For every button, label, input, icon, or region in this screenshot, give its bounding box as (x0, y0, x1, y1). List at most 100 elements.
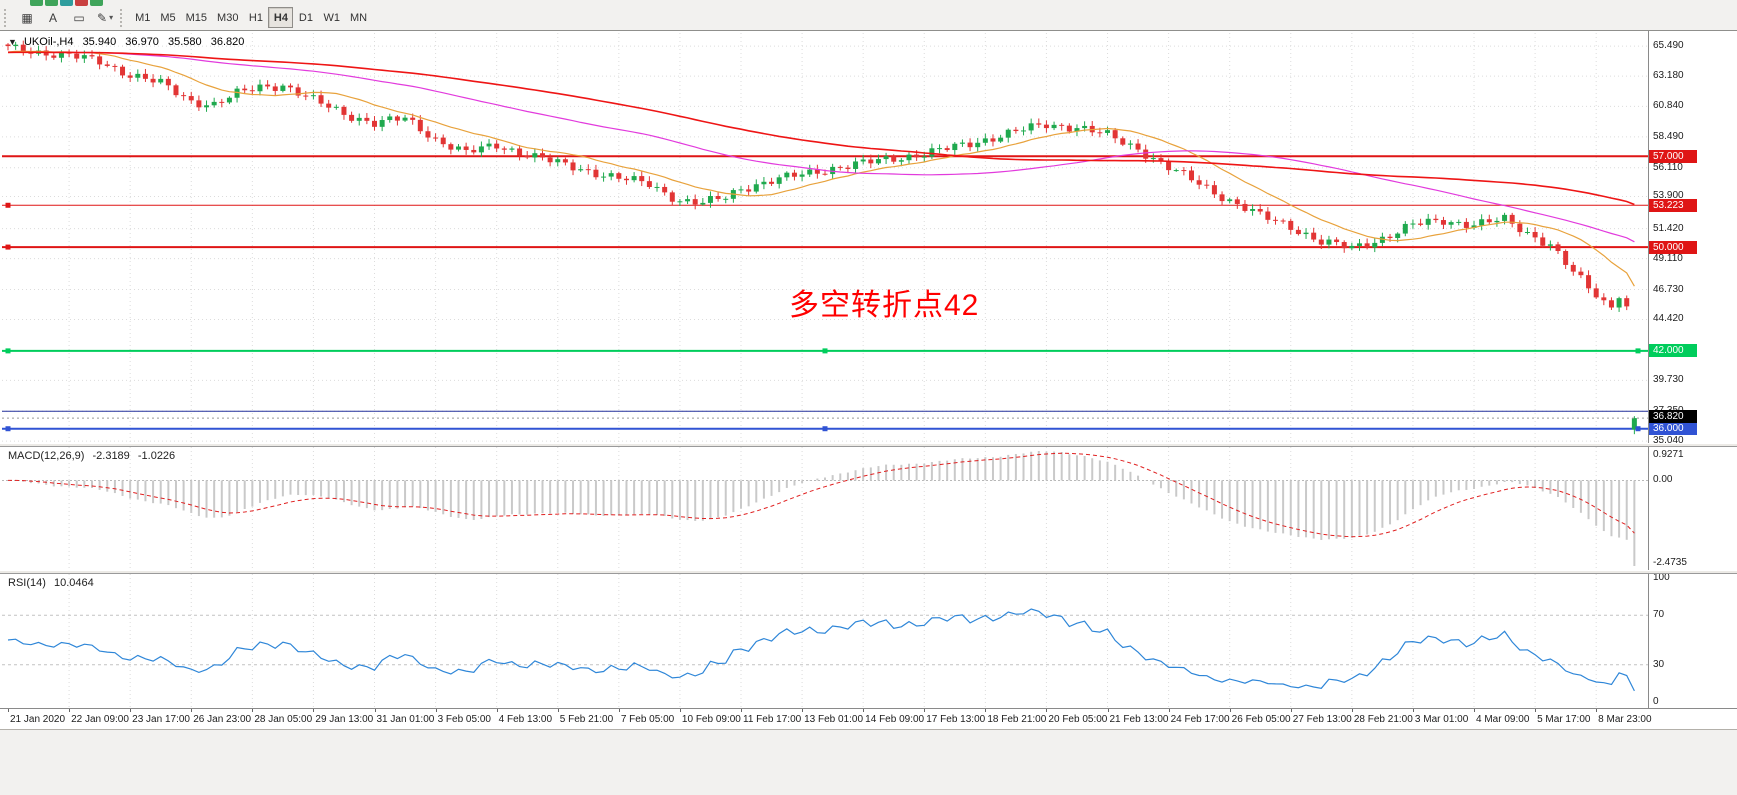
timeframe-m15[interactable]: M15 (181, 7, 212, 28)
time-axis-label: 11 Feb 17:00 (743, 714, 802, 725)
rsi-scale-label: 70 (1653, 609, 1665, 621)
timeframe-d1[interactable]: D1 (293, 7, 318, 28)
line-handle[interactable] (5, 348, 11, 354)
timeframe-m5[interactable]: M5 (155, 7, 180, 28)
time-axis-label: 17 Feb 13:00 (926, 714, 986, 725)
timeframe-m30[interactable]: M30 (212, 7, 243, 28)
toolbar-icon-fragment[interactable] (45, 0, 58, 6)
toolbar-row: ▦ A ▭ ✎ ▾ M1 M5 M15 M30 H1 H4 D1 W1 MN (2, 7, 372, 28)
time-axis-label: 10 Feb 09:00 (681, 714, 741, 725)
pane-separator[interactable] (0, 443, 1737, 447)
time-axis-tick (1474, 709, 1476, 712)
chevron-down-icon: ▾ (109, 13, 114, 22)
price-chart-pane[interactable] (2, 33, 1648, 443)
time-axis-tick (1351, 709, 1353, 712)
chart-header: ▼ UKOil-,H4 35.940 36.970 35.580 36.820 (8, 36, 244, 48)
time-axis-tick (1046, 709, 1048, 712)
rsi-scale-label: 100 (1653, 572, 1670, 583)
price-scale-label: 35.040 (1653, 435, 1684, 447)
current-price-badge: 36.820 (1649, 409, 1697, 423)
line-handle[interactable] (5, 426, 11, 432)
line-handle[interactable] (5, 244, 11, 250)
toolbar-drag-handle[interactable] (120, 8, 126, 27)
timeframe-buttons: M1 M5 M15 M30 H1 H4 D1 W1 MN (130, 7, 372, 28)
time-axis-tick (1229, 709, 1231, 712)
price-badge-53_223: 53.223 (1649, 198, 1697, 212)
time-axis-tick (496, 709, 498, 712)
time-axis-label: 5 Feb 21:00 (559, 714, 614, 725)
ohlc-close: 36.820 (210, 36, 245, 48)
timeframe-w1[interactable]: W1 (318, 7, 345, 28)
price-scale-label: 63.180 (1653, 70, 1684, 82)
time-axis-tick (1107, 709, 1109, 712)
time-axis-label: 24 Feb 17:00 (1170, 714, 1230, 725)
price-badge-42_000: 42.000 (1649, 344, 1697, 358)
time-axis-label: 8 Mar 23:00 (1598, 714, 1652, 725)
time-axis-tick (679, 709, 681, 712)
timeframe-h1[interactable]: H1 (243, 7, 268, 28)
time-axis-label: 27 Feb 13:00 (1292, 714, 1352, 725)
toolbar-icon-fragment[interactable] (90, 0, 103, 6)
time-axis-tick (130, 709, 132, 712)
time-axis-label: 4 Feb 13:00 (498, 714, 553, 725)
macd-title: MACD(12,26,9) (8, 450, 85, 462)
frame-tool-icon: ▭ (73, 10, 85, 25)
time-axis-label: 18 Feb 21:00 (987, 714, 1047, 725)
frame-tool-button[interactable]: ▭ (67, 7, 91, 28)
line-handle[interactable] (822, 348, 828, 354)
rsi-line (7, 608, 1635, 692)
time-axis-tick (741, 709, 742, 712)
toolbar-icon-fragment[interactable] (30, 0, 43, 6)
grid-tool-button[interactable]: ▦ (15, 7, 39, 28)
chart-menu-icon[interactable]: ▼ (8, 37, 17, 47)
price-scale-label: 56.110 (1653, 161, 1683, 173)
line-handle[interactable] (1635, 426, 1641, 432)
timeframe-m1[interactable]: M1 (130, 7, 155, 28)
time-axis-label: 31 Jan 01:00 (376, 714, 435, 725)
line-handle[interactable] (1635, 348, 1641, 354)
rsi-title: RSI(14) (8, 577, 46, 589)
macd-scale-zero: 0.00 (1653, 474, 1673, 486)
price-badge-50_000: 50.000 (1649, 240, 1697, 254)
price-scale-label: 39.730 (1653, 374, 1684, 386)
toolbar-icon-fragment[interactable] (60, 0, 73, 6)
macd-scale-top: 0.9271 (1653, 449, 1684, 460)
macd-signal-line (8, 452, 1635, 538)
time-axis-tick (313, 709, 315, 712)
bottom-strip (0, 729, 1737, 795)
time-axis-tick (1535, 709, 1537, 712)
rsi-pane[interactable] (2, 574, 1648, 708)
time-axis-label: 26 Feb 05:00 (1231, 714, 1291, 725)
fast-ma-line (7, 50, 1635, 287)
time-axis-tick (69, 709, 71, 712)
top-toolbar: ▦ A ▭ ✎ ▾ M1 M5 M15 M30 H1 H4 D1 W1 MN (0, 0, 1737, 31)
time-axis[interactable]: 21 Jan 2020 22 Jan 09:00 23 Jan 17:00 26 Ja… (0, 708, 1737, 729)
ohlc-low: 35.580 (168, 36, 202, 48)
macd-histogram (14, 451, 1636, 566)
line-handle[interactable] (5, 202, 11, 208)
pane-separator[interactable] (0, 570, 1737, 574)
rsi-scale-label: 30 (1653, 658, 1665, 670)
timeframe-mn[interactable]: MN (345, 7, 372, 28)
time-axis-tick (252, 709, 254, 712)
time-axis-tick (435, 709, 437, 712)
slow-ma-line (7, 51, 1635, 206)
time-axis-label: 3 Feb 05:00 (437, 714, 491, 725)
price-scale[interactable]: 65.490 63.180 60.840 58.490 56.110 53.900 51.4… (1648, 31, 1737, 729)
text-tool-button[interactable]: A (41, 7, 65, 28)
toolbar-drag-handle[interactable] (4, 8, 10, 27)
macd-pane[interactable] (2, 447, 1648, 570)
toolbar-icon-fragment[interactable] (75, 0, 88, 6)
time-axis-label: 7 Feb 05:00 (620, 714, 675, 725)
chart-text-annotation[interactable]: 多空转折点42 (789, 289, 980, 322)
text-tool-icon: A (48, 10, 57, 25)
line-handle[interactable] (822, 426, 828, 432)
time-axis-tick (1290, 709, 1292, 712)
time-axis-tick (1596, 709, 1598, 712)
ohlc-high: 36.970 (125, 36, 159, 48)
draw-tool-button[interactable]: ✎ ▾ (93, 7, 117, 28)
timeframe-h4[interactable]: H4 (268, 7, 294, 28)
price-scale-label: 60.840 (1653, 100, 1684, 112)
time-axis-label: 5 Mar 17:00 (1537, 714, 1591, 725)
rsi-scale-label: 0 (1653, 696, 1659, 707)
